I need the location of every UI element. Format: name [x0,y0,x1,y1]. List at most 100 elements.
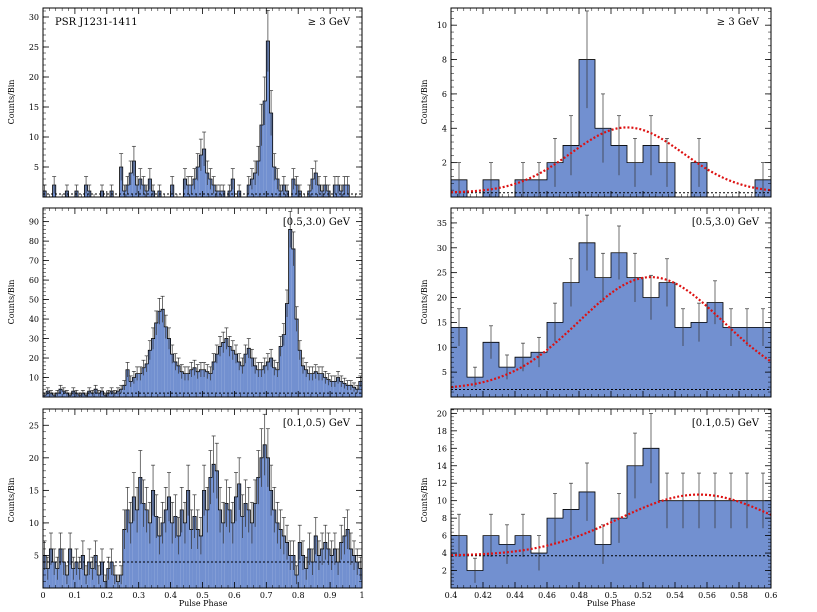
histogram-bar [221,342,225,397]
histogram-bar [176,365,181,397]
histogram-bar [259,369,264,397]
histogram-bar [151,490,155,588]
y-tick-label: 20 [437,409,447,418]
y-tick-label: 20 [29,73,39,82]
histogram-bar [266,361,270,397]
histogram-bar [205,371,209,397]
histogram-bar [247,348,251,397]
histogram-bar [49,548,53,588]
histogram-bar [279,346,283,397]
x-tick-label: 0.44 [506,591,524,600]
y-tick-label: 5 [34,551,39,560]
y-axis-label: Counts/Bin [7,478,16,523]
histogram-bar [122,529,126,588]
y-tick-label: 20 [29,354,39,363]
histogram-bar [129,381,133,397]
histogram-bar [243,503,248,588]
histogram-bar [135,509,139,588]
histogram-bar [247,509,251,588]
histogram-bar [275,522,280,588]
histogram-bar [301,555,305,588]
gaussian-fit-curve [450,126,772,194]
histogram-bar [659,500,675,588]
x-tick-label: 0.42 [474,591,492,600]
histogram-bar [611,252,627,397]
y-tick-label: 10 [437,343,447,352]
y-axis-label: Counts/Bin [420,80,429,125]
histogram-bar [304,369,308,397]
histogram-bar [237,483,241,588]
gaussian-fit-curve [450,276,772,389]
y-tick-label: 2 [442,567,447,576]
panel-right-top: 2 4 6 8 10 ≥ 3 GeV [437,7,772,198]
histogram-bar [173,516,177,588]
histogram-bar [298,350,302,397]
y-tick-label: 20 [437,294,447,303]
histogram-bar [269,358,273,397]
energy-range-label: [0.1,0.5) GeV [283,418,351,429]
x-tick-label: 0.4 [164,591,177,600]
histogram-bar [141,367,146,397]
energy-range-label: ≥ 3 GeV [717,17,760,28]
histogram-bar [266,457,270,588]
histogram-bar [148,522,152,588]
y-tick-label: 10 [29,374,39,383]
y-tick-label: 8 [442,514,447,523]
histogram-bar [141,503,146,588]
x-tick-label: 0.56 [698,591,716,600]
histogram-bar [224,338,229,397]
histogram-bar [167,496,171,588]
histogram-bar [279,529,283,588]
histogram-bar [627,277,643,397]
y-tick-label: 10 [29,519,39,528]
y-tick-label: 25 [29,421,39,430]
histogram-bar [132,496,136,588]
y-tick-label: 25 [29,43,39,52]
histogram-bar [342,383,347,397]
histogram-bar [196,371,200,397]
y-tick-label: 30 [29,335,39,344]
histogram-bar [288,229,292,397]
histogram-bar [531,553,547,588]
histogram-bar [186,373,190,397]
histogram-bar [515,357,531,397]
histogram-bar [132,377,136,397]
histogram-bar [189,369,193,397]
histogram-bar [192,367,197,397]
histogram-bar [547,322,563,397]
histogram-bar [218,509,222,588]
histogram-bar [212,464,216,588]
histogram-bar [336,377,340,397]
x-tick-label: 0.9 [324,591,337,600]
y-tick-label: 18 [437,427,447,436]
histogram-outline [42,444,363,588]
x-tick-label: 0.2 [100,591,113,600]
histogram-bar [595,277,611,397]
histogram-bar [323,542,327,588]
histogram-bar [218,346,222,397]
histogram-bar [154,322,158,397]
y-axis-label: Counts/Bin [7,80,16,125]
histogram-bar [627,465,643,588]
panel-right-bottom: 2 4 6 8 10 12 14 16 18 20 0.4 0.42 0.44 0.46 0.48 0.5 0.… [437,408,777,600]
histogram-bar [132,161,136,197]
y-tick-label: 10 [437,497,447,506]
histogram-bar [739,500,755,588]
histogram-bar [234,354,238,397]
histogram-bar [205,509,209,588]
histogram-bar [755,327,771,397]
histogram-bar [266,41,270,197]
histogram-bar [228,509,232,588]
histogram-bar [202,149,206,197]
y-tick-label: 4 [442,549,447,558]
histogram-bar [138,477,142,588]
histogram-bar [164,509,168,588]
histogram-bar [94,555,98,588]
x-axis-label-right: Pulse Phase [587,599,636,608]
y-tick-label: 20 [29,454,39,463]
histogram-bar [563,282,579,397]
y-tick-label: 4 [442,124,447,133]
histogram-bar [298,542,302,588]
histogram-bar [330,555,334,588]
y-tick-label: 10 [29,133,39,142]
